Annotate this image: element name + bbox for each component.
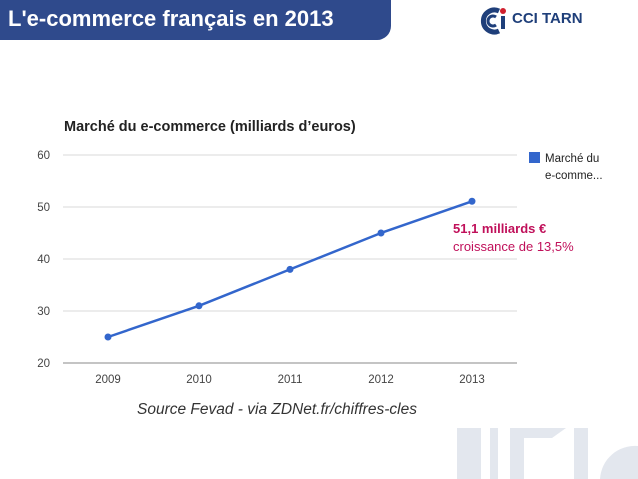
y-tick-label: 30 [37,306,50,318]
y-tick-label: 40 [37,254,50,266]
x-tick-label: 2013 [459,374,485,386]
y-tick-labels: 20 30 40 50 60 [37,150,50,370]
legend-label-line2: e-comme... [545,170,603,182]
x-tick-label: 2012 [368,374,394,386]
logo-text: CCI TARN [512,10,583,27]
grid-lines [63,154,517,364]
title-bar: L'e-commerce français en 2013 [0,0,391,40]
legend-label-line1: Marché du [545,153,599,165]
page-title: L'e-commerce français en 2013 [8,6,334,31]
source-caption: Source Fevad - via ZDNet.fr/chiffres-cle… [137,401,417,418]
data-point [468,197,476,205]
data-point [377,229,385,237]
data-points [104,197,476,341]
x-tick-label: 2009 [95,374,121,386]
y-tick-label: 60 [37,150,50,162]
legend-swatch [529,152,540,163]
annotation-text: croissance de 13,5% [453,239,574,254]
data-point [286,265,294,273]
cci-logo-icon [480,7,506,35]
decorative-shapes [457,428,638,479]
x-tick-labels: 2009 2010 2011 2012 2013 [95,374,485,386]
annotation-value: 51,1 milliards € [453,221,546,236]
x-tick-label: 2010 [186,374,212,386]
y-tick-label: 50 [37,202,50,214]
x-tick-label: 2011 [278,374,303,386]
y-tick-label: 20 [37,358,50,370]
data-point [195,302,203,310]
chart-title: Marché du e-commerce (milliards d’euros) [64,119,356,135]
data-point [104,333,112,341]
